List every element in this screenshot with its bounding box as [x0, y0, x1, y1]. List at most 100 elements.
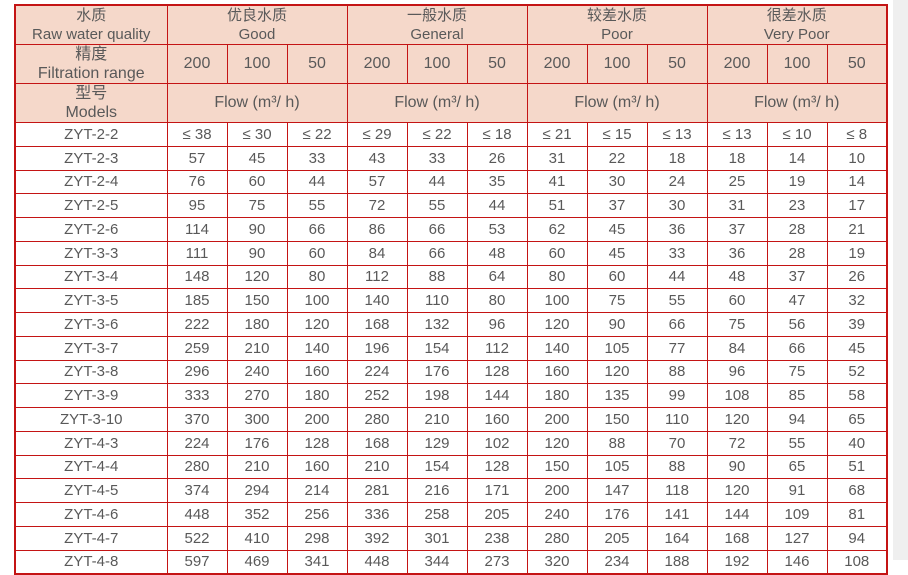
flow-unit-header: Flow (m³/ h)	[706, 83, 888, 123]
model-cell: ZYT-4-5	[14, 478, 168, 503]
flow-value-cell: 273	[466, 549, 528, 575]
flow-value-cell: 224	[166, 430, 228, 456]
flow-value-cell: 105	[586, 335, 648, 361]
flow-value-cell: 164	[646, 525, 708, 551]
flow-value-cell: 23	[766, 193, 828, 218]
flow-value-cell: 374	[166, 478, 228, 503]
flow-value-cell: 597	[166, 549, 228, 575]
table-row: ZYT-4-5 374 294 214 281 216 171 200 147 118 120 91 6…	[14, 478, 888, 503]
flow-value-cell: 99	[646, 383, 708, 408]
flow-value-cell: 51	[826, 454, 888, 480]
flow-value-cell: 147	[586, 478, 648, 503]
flow-value-cell: 88	[406, 264, 468, 290]
flow-value-cell: 62	[526, 217, 588, 242]
flow-value-cell: 105	[586, 454, 648, 480]
flow-value-cell: 88	[646, 454, 708, 480]
flow-value-cell: ≤ 30	[226, 122, 288, 147]
table-row: ZYT-3-4 148 120 80 112 88 64 80 60 44 48 37 26	[14, 264, 888, 290]
model-cell: ZYT-2-6	[14, 217, 168, 242]
flow-value-cell: 56	[766, 312, 828, 337]
flow-value-cell: 198	[406, 383, 468, 408]
table-row: ZYT-2-3 57 45 33 43 33 26 31 22 18 18 14 10	[14, 145, 888, 171]
flow-value-cell: 234	[586, 549, 648, 575]
flow-value-cell: 150	[226, 288, 288, 313]
flow-value-cell: 210	[346, 454, 408, 480]
flow-value-cell: 30	[646, 193, 708, 218]
table-row: ZYT-3-8 296 240 160 224 176 128 160 120 88 96 75 52	[14, 359, 888, 385]
flow-value-cell: 57	[166, 145, 228, 171]
flow-value-cell: 150	[586, 407, 648, 432]
flow-value-cell: 24	[646, 169, 708, 195]
flow-value-cell: 41	[526, 169, 588, 195]
header-row-quality: 水质 Raw water quality 优良水质 Good 一般水质 Gene…	[14, 4, 888, 45]
flow-value-cell: 14	[766, 145, 828, 171]
flow-value-cell: 94	[826, 525, 888, 551]
flow-value-cell: 141	[646, 502, 708, 527]
flow-value-cell: 32	[826, 288, 888, 313]
flow-value-cell: 256	[286, 502, 348, 527]
raw-water-quality-en: Raw water quality	[32, 26, 151, 43]
flow-value-cell: 55	[406, 193, 468, 218]
flow-value-cell: 17	[826, 193, 888, 218]
flow-value-cell: 132	[406, 312, 468, 337]
flow-value-cell: 48	[706, 264, 768, 290]
flow-value-cell: 33	[286, 145, 348, 171]
flow-value-cell: 210	[406, 407, 468, 432]
flow-value-cell: 210	[226, 454, 288, 480]
group-general-zh: 一般水质	[406, 7, 467, 24]
group-poor-zh: 较差水质	[586, 7, 647, 24]
flow-value-cell: 200	[526, 407, 588, 432]
flow-value-cell: 64	[466, 264, 528, 290]
flow-value-cell: 200	[526, 478, 588, 503]
flow-value-cell: 120	[526, 312, 588, 337]
flow-value-cell: 18	[646, 145, 708, 171]
flow-value-cell: 120	[706, 478, 768, 503]
model-cell: ZYT-4-4	[14, 454, 168, 480]
flow-value-cell: 21	[826, 217, 888, 242]
flow-value-cell: 108	[826, 549, 888, 575]
flow-value-cell: 91	[766, 478, 828, 503]
flow-table-body: ZYT-2-2 ≤ 38 ≤ 30 ≤ 22 ≤ 29 ≤ 22 ≤ 18 ≤ 21 ≤ 15 ≤…	[14, 122, 888, 575]
flow-value-cell: 224	[346, 359, 408, 385]
model-cell: ZYT-4-8	[14, 549, 168, 575]
flow-value-cell: 68	[826, 478, 888, 503]
filtration-value: 100	[586, 44, 648, 84]
flow-value-cell: 26	[826, 264, 888, 290]
flow-value-cell: 120	[706, 407, 768, 432]
flow-value-cell: 55	[286, 193, 348, 218]
model-cell: ZYT-3-10	[14, 407, 168, 432]
model-cell: ZYT-2-2	[14, 122, 168, 147]
flow-value-cell: 160	[286, 454, 348, 480]
flow-value-cell: 66	[406, 240, 468, 266]
flow-value-cell: 58	[826, 383, 888, 408]
flow-value-cell: 154	[406, 335, 468, 361]
flow-value-cell: 140	[286, 335, 348, 361]
flow-value-cell: 222	[166, 312, 228, 337]
models-zh: 型号	[75, 85, 108, 102]
flow-value-cell: 96	[466, 312, 528, 337]
flow-value-cell: 112	[346, 264, 408, 290]
flow-value-cell: 60	[526, 240, 588, 266]
flow-value-cell: 180	[226, 312, 288, 337]
table-row: ZYT-3-5 185 150 100 140 110 80 100 75 55 60 47 32	[14, 288, 888, 313]
flow-value-cell: 240	[526, 502, 588, 527]
flow-value-cell: 160	[526, 359, 588, 385]
flow-value-cell: 51	[526, 193, 588, 218]
flow-value-cell: 205	[466, 502, 528, 527]
flow-value-cell: 44	[286, 169, 348, 195]
flow-value-cell: 60	[706, 288, 768, 313]
flow-value-cell: 45	[226, 145, 288, 171]
table-row: ZYT-3-3 111 90 60 84 66 48 60 45 33 36 28 19	[14, 240, 888, 266]
flow-value-cell: 84	[346, 240, 408, 266]
flow-value-cell: 44	[646, 264, 708, 290]
flow-value-cell: 57	[346, 169, 408, 195]
flow-value-cell: 210	[226, 335, 288, 361]
flow-value-cell: 109	[766, 502, 828, 527]
model-cell: ZYT-4-6	[14, 502, 168, 527]
flow-value-cell: 80	[466, 288, 528, 313]
flow-value-cell: 129	[406, 430, 468, 456]
table-row: ZYT-4-7 522 410 298 392 301 238 280 205 164 168 127…	[14, 525, 888, 551]
flow-value-cell: 144	[466, 383, 528, 408]
flow-value-cell: 10	[826, 145, 888, 171]
flow-value-cell: 26	[466, 145, 528, 171]
